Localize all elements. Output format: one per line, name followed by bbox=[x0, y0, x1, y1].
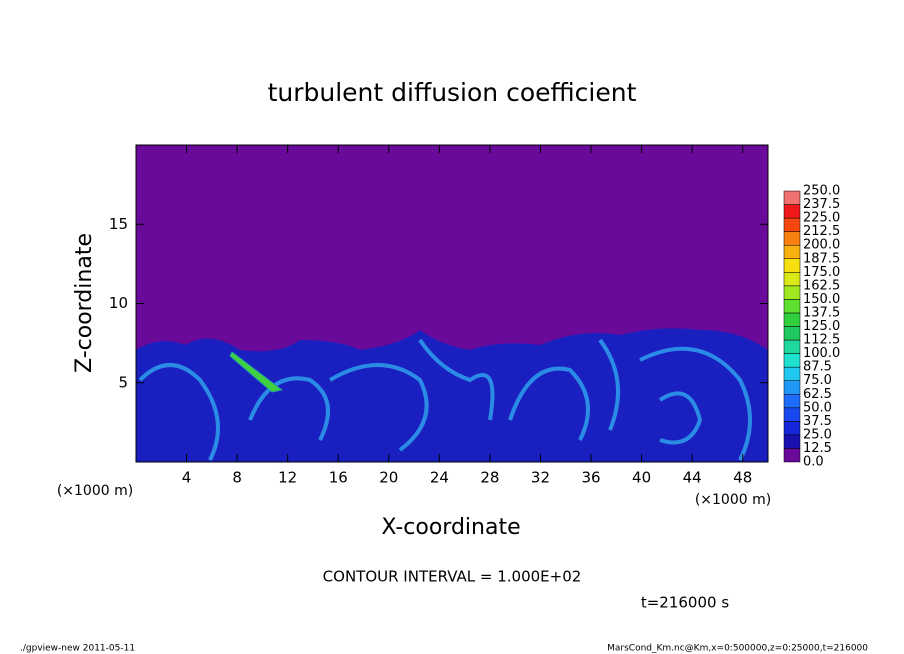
colorbar-box bbox=[783, 258, 801, 273]
colorbar-box bbox=[783, 326, 801, 341]
x-tick-label: 44 bbox=[683, 469, 702, 487]
y-tick-label: 15 bbox=[109, 215, 128, 233]
colorbar-box bbox=[783, 353, 801, 368]
colorbar-label: 137.5 bbox=[803, 305, 840, 320]
colorbar-box bbox=[783, 272, 801, 287]
colorbar-label: 25.0 bbox=[803, 427, 832, 442]
colorbar-label: 87.5 bbox=[803, 360, 832, 375]
colorbar-label: 187.5 bbox=[803, 251, 840, 266]
x-tick-label: 28 bbox=[480, 469, 499, 487]
colorbar-box bbox=[783, 394, 801, 409]
colorbar-label: 175.0 bbox=[803, 265, 840, 280]
footer-right: MarsCond_Km.nc@Km,x=0:500000,z=0:25000,t… bbox=[607, 644, 868, 654]
field bbox=[136, 328, 768, 462]
colorbar-label: 100.0 bbox=[803, 346, 840, 361]
contour-interval: CONTOUR INTERVAL = 1.000E+02 bbox=[323, 568, 582, 586]
field-swirls bbox=[138, 338, 752, 461]
colorbar-label: 150.0 bbox=[803, 292, 840, 307]
x-tick-label: 36 bbox=[581, 469, 600, 487]
colorbar-box bbox=[783, 190, 801, 205]
colorbar-box bbox=[783, 231, 801, 246]
colorbar-label: 237.5 bbox=[803, 197, 840, 212]
x-tick-label: 12 bbox=[278, 469, 297, 487]
colorbar-label: 112.5 bbox=[803, 333, 840, 348]
colorbar-label: 250.0 bbox=[803, 184, 840, 199]
colorbar-label: 0.0 bbox=[803, 455, 824, 470]
x-axis-label: X-coordinate bbox=[381, 515, 520, 540]
colorbar-box bbox=[783, 204, 801, 219]
colorbar-box bbox=[783, 299, 801, 314]
colorbar-box bbox=[783, 421, 801, 436]
field-peak bbox=[229, 351, 284, 393]
colorbar-box bbox=[783, 448, 801, 463]
colorbar-box bbox=[783, 407, 801, 422]
y-axis-label: Z-coordinate bbox=[72, 233, 97, 373]
colorbar-box bbox=[783, 366, 801, 381]
colorbar-box bbox=[783, 285, 801, 300]
x-tick-label: 32 bbox=[531, 469, 550, 487]
x-tick-label: 4 bbox=[182, 469, 192, 487]
y-tick-label: 10 bbox=[109, 294, 128, 312]
colorbar-label: 12.5 bbox=[803, 441, 832, 456]
colorbar-label: 125.0 bbox=[803, 319, 840, 334]
time-label: t=216000 s bbox=[641, 594, 729, 612]
colorbar-label: 37.5 bbox=[803, 414, 832, 429]
chart-title: turbulent diffusion coefficient bbox=[268, 78, 637, 107]
colorbar-box bbox=[783, 244, 801, 259]
colorbar-label: 50.0 bbox=[803, 400, 832, 415]
footer-left: ./gpview-new 2011-05-11 bbox=[20, 644, 135, 654]
colorbar-label: 162.5 bbox=[803, 278, 840, 293]
x-unit-label: (×1000 m) bbox=[695, 492, 771, 508]
colorbar-box bbox=[783, 434, 801, 449]
x-tick-label: 40 bbox=[632, 469, 651, 487]
x-tick-label: 24 bbox=[430, 469, 449, 487]
colorbar-label: 200.0 bbox=[803, 238, 840, 253]
x-tick-label: 16 bbox=[329, 469, 348, 487]
colorbar-label: 62.5 bbox=[803, 387, 832, 402]
colorbar-label: 75.0 bbox=[803, 373, 832, 388]
colorbar-label: 225.0 bbox=[803, 211, 840, 226]
x-tick-label: 20 bbox=[379, 469, 398, 487]
x-unit-label: (×1000 m) bbox=[57, 483, 133, 499]
colorbar-box bbox=[783, 312, 801, 327]
y-tick-label: 5 bbox=[118, 373, 128, 391]
colorbar-box bbox=[783, 380, 801, 395]
colorbar-box bbox=[783, 339, 801, 354]
x-tick-label: 8 bbox=[232, 469, 242, 487]
x-tick-label: 48 bbox=[733, 469, 752, 487]
colorbar-box bbox=[783, 217, 801, 232]
colorbar-label: 212.5 bbox=[803, 224, 840, 239]
